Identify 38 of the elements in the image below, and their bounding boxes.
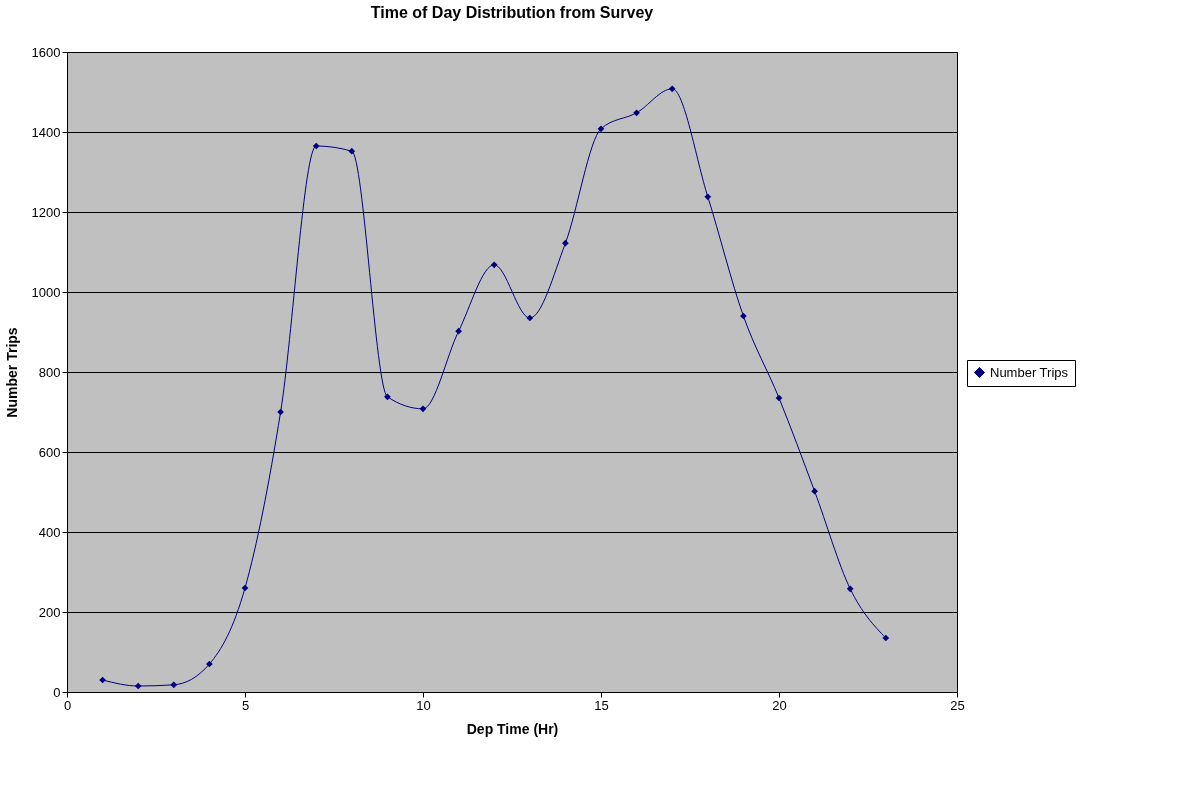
point <box>241 584 249 592</box>
x-tick-label: 15 <box>594 697 609 713</box>
y-tick-label: 1200 <box>31 204 61 220</box>
point <box>882 634 890 642</box>
point <box>170 681 178 689</box>
x-tick-label: 10 <box>416 697 431 713</box>
y-tick-label: 1600 <box>31 44 61 60</box>
point <box>668 85 676 93</box>
chart-title: Time of Day Distribution from Survey <box>370 4 654 21</box>
x-tick-label: 5 <box>241 697 250 713</box>
point <box>704 193 712 201</box>
point <box>597 125 605 133</box>
x-axis-title: Dep Time (Hr) <box>466 720 559 737</box>
y-tick-label: 0 <box>53 684 61 700</box>
y-tick-label: 1000 <box>31 284 61 300</box>
x-tick-label: 20 <box>772 697 787 713</box>
point <box>419 405 427 413</box>
point <box>633 109 640 117</box>
point <box>312 142 320 150</box>
point <box>348 147 356 155</box>
y-tick-label: 1400 <box>31 124 61 140</box>
point <box>384 393 391 401</box>
point <box>490 261 498 269</box>
point <box>562 239 569 247</box>
point <box>455 327 462 335</box>
point <box>846 585 854 593</box>
y-tick-label: 200 <box>38 604 61 620</box>
point <box>526 314 534 322</box>
point <box>775 394 783 402</box>
point <box>811 487 818 495</box>
point <box>134 682 142 690</box>
y-tick-label: 800 <box>38 364 61 380</box>
y-tick-label: 400 <box>38 524 61 540</box>
x-tick-label: 0 <box>63 697 72 713</box>
y-tick-label: 600 <box>38 444 61 460</box>
y-axis-title: Number Trips <box>3 327 20 418</box>
legend-label: Number Trips <box>990 364 1069 380</box>
x-tick-label: 25 <box>950 697 965 713</box>
